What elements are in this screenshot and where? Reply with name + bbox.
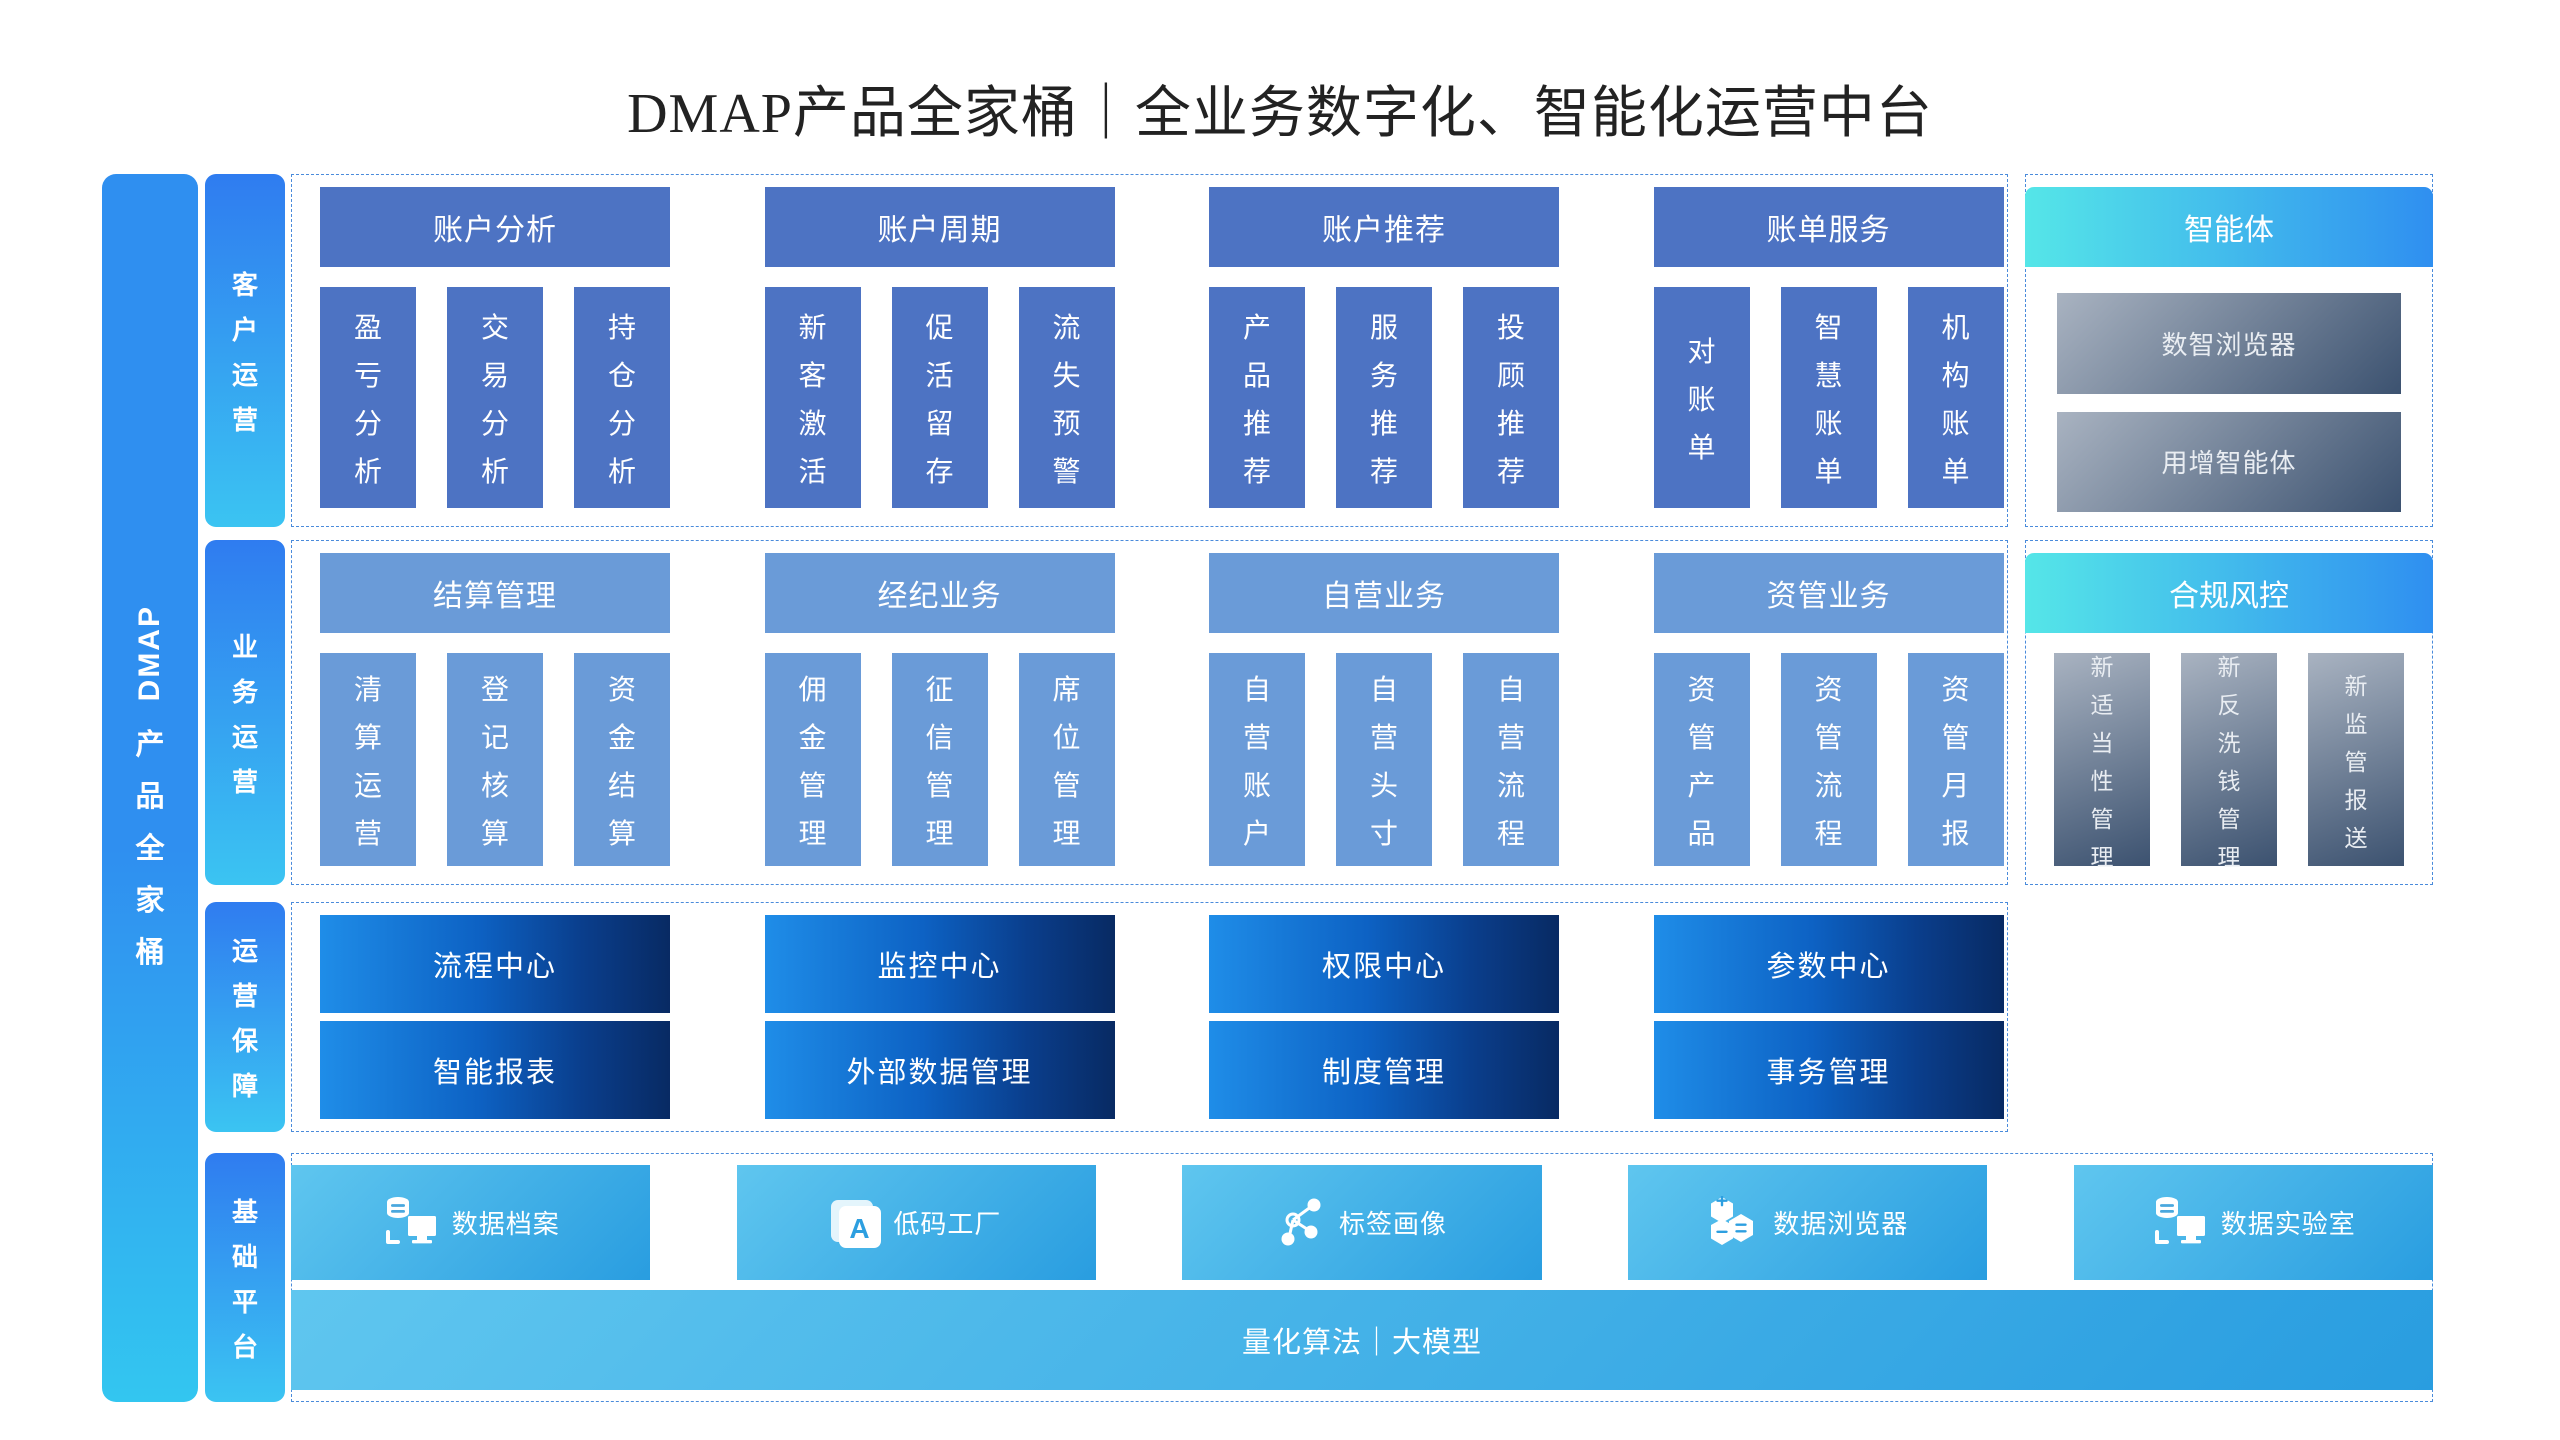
svg-text:A: A xyxy=(850,1213,871,1244)
